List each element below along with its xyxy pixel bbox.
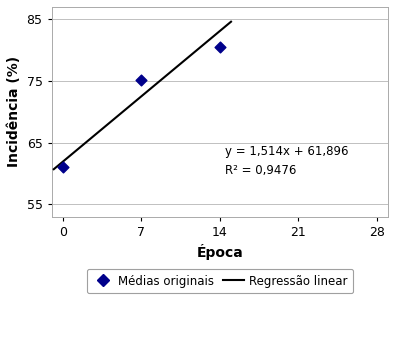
Point [60,165,66,170]
Point [216,44,223,50]
Text: y = 1,514x + 61,896
R² = 0,9476: y = 1,514x + 61,896 R² = 0,9476 [226,144,349,176]
Y-axis label: Incidência (%): Incidência (%) [7,56,21,167]
X-axis label: Época: Época [196,244,243,260]
Point [138,77,145,82]
Legend: Médias originais, Regressão linear: Médias originais, Regressão linear [87,269,353,293]
